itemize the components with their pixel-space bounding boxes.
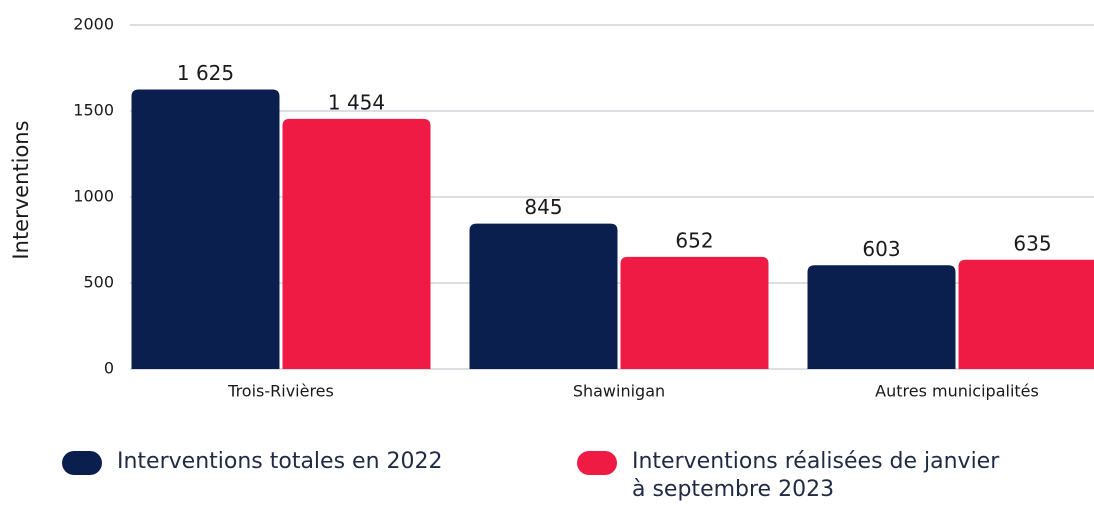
y-tick-label: 0: [104, 359, 114, 378]
x-tick-label: Shawinigan: [573, 382, 665, 401]
legend-swatch: [577, 451, 617, 475]
value-label: 1 454: [328, 90, 385, 114]
y-tick-label: 2000: [73, 15, 114, 34]
legend-label: Interventions réalisées de janvier à sep…: [632, 449, 1000, 502]
y-tick-label: 500: [83, 273, 114, 292]
x-tick-label: Autres municipalités: [875, 382, 1039, 401]
y-axis-label: Interventions: [9, 120, 33, 259]
value-label: 1 625: [177, 61, 234, 85]
bar: [620, 256, 769, 369]
value-label: 635: [1013, 231, 1051, 255]
bar: [131, 89, 280, 369]
value-label: 603: [862, 237, 900, 261]
y-tick-label: 1000: [73, 187, 114, 206]
x-tick-label: Trois-Rivières: [227, 382, 334, 401]
legend: Interventions totales en 2022 Interventio…: [0, 448, 1094, 508]
value-label: 652: [675, 228, 713, 252]
legend-label: Interventions totales en 2022: [117, 449, 443, 474]
y-tick-label: 1500: [73, 101, 114, 120]
legend-swatch: [62, 451, 102, 475]
value-label: 845: [524, 195, 562, 219]
bar: [282, 118, 431, 369]
bar: [469, 223, 618, 369]
legend-item: Interventions réalisées de janvier à sep…: [577, 448, 1007, 504]
bar: [807, 265, 956, 369]
bar: [958, 259, 1094, 369]
chart: Interventions 0 500 1000 1500 2000 Trois-Rivi…: [9, 15, 1094, 401]
legend-item: Interventions totales en 2022: [62, 448, 462, 476]
